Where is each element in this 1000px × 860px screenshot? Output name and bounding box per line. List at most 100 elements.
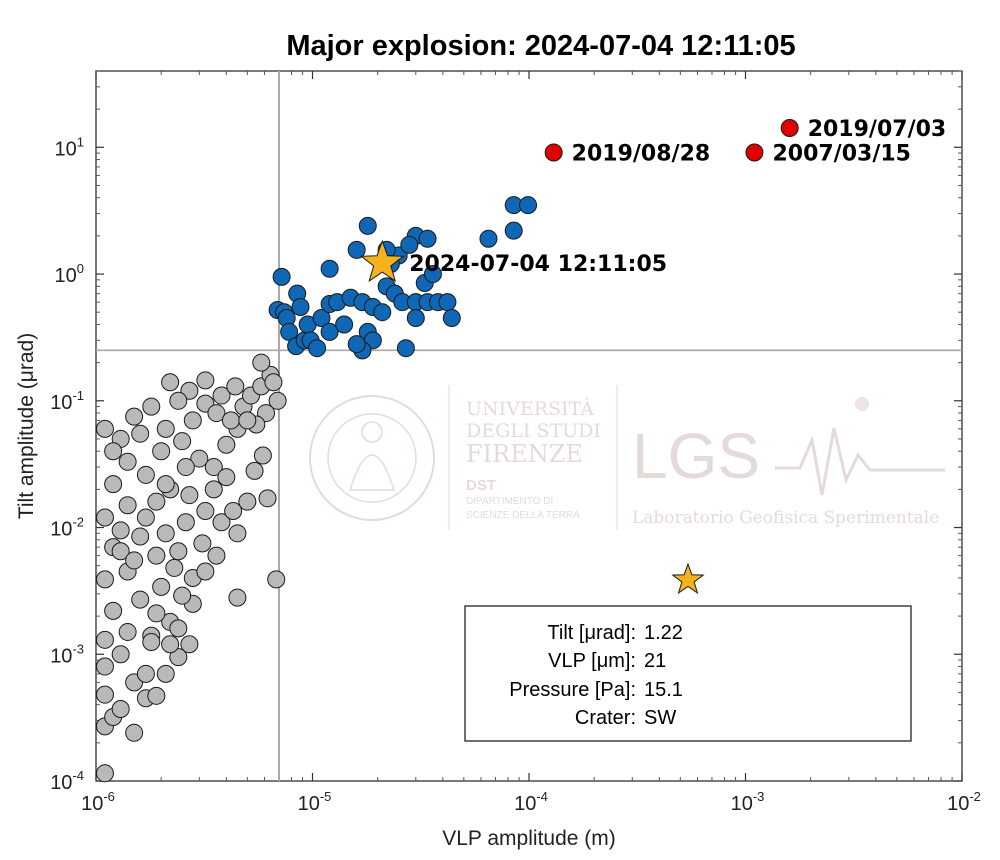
watermark-dept-line-1: DIPARTIMENTO DI [466, 496, 553, 507]
x-tick-label: 10-5 [298, 789, 332, 815]
watermark-dept-abbr: DST [466, 477, 496, 494]
info-box-frame [464, 605, 912, 742]
major-event-point [308, 339, 327, 358]
minor-event-point [136, 465, 155, 484]
major-event-point [272, 267, 291, 286]
minor-event-point [161, 373, 180, 392]
minor-event-point [180, 486, 199, 505]
major-event-point [519, 196, 538, 215]
major-event-point [373, 303, 392, 322]
major-event-point [358, 216, 377, 235]
waveform-logo-icon [775, 427, 945, 496]
minor-event-point [125, 723, 144, 742]
minor-event-point [176, 458, 195, 477]
minor-event-point [193, 534, 212, 553]
minor-event-point [104, 475, 123, 494]
info-box-star-icon [671, 562, 705, 595]
y-axis-label: Tilt amplitude (μrad) [15, 333, 38, 519]
minor-event-point [111, 542, 130, 561]
major-event-point [504, 221, 523, 240]
minor-event-point [161, 635, 180, 654]
paroxysm-point [780, 119, 799, 138]
minor-event-point [238, 411, 257, 430]
minor-event-point [258, 489, 277, 508]
y-tick-label: 10-4 [50, 768, 84, 794]
y-tick-label: 101 [55, 134, 84, 160]
info-tilt-label: Tilt [μrad]: [547, 622, 636, 644]
minor-event-point [125, 551, 144, 570]
current-event-star-icon [359, 239, 405, 283]
info-pressure-value: 15.1 [644, 679, 683, 701]
minor-event-point [136, 664, 155, 683]
minor-event-point [196, 502, 215, 521]
minor-event-point [190, 449, 209, 468]
major-event-point [280, 322, 299, 341]
minor-event-point [136, 508, 155, 527]
minor-event-point [118, 452, 137, 471]
minor-event-point [217, 435, 236, 454]
minor-event-point [147, 686, 166, 705]
minor-event-point [267, 570, 286, 589]
major-event-point [320, 322, 339, 341]
info-vlp-label: VLP [μm]: [548, 650, 636, 672]
minor-event-point [111, 521, 130, 540]
major-event-point [347, 240, 366, 259]
minor-event-point [131, 590, 150, 609]
minor-event-point [131, 527, 150, 546]
y-tick-label: 100 [55, 261, 84, 287]
major-event-point [312, 308, 331, 327]
minor-event-point [95, 764, 114, 783]
minor-event-point [207, 404, 226, 423]
minor-event-point [257, 404, 276, 423]
minor-event-point [118, 622, 137, 641]
minor-event-point [147, 604, 166, 623]
y-tick-label: 10-1 [50, 388, 84, 414]
x-axis-label: VLP amplitude (m) [442, 827, 616, 850]
watermark-university-line-1: UNIVERSITÀ [466, 397, 594, 420]
paroxysm-point [745, 143, 764, 162]
minor-event-point [156, 419, 175, 438]
minor-event-point [125, 407, 144, 426]
minor-event-point [169, 648, 188, 667]
event-annotation-label: 2024-07-04 12:11:05 [409, 252, 667, 277]
minor-event-point [226, 377, 245, 396]
minor-event-point [95, 630, 114, 649]
minor-event-point [104, 442, 123, 461]
data-points [95, 119, 799, 783]
minor-event-point [169, 542, 188, 561]
major-event-point [406, 308, 425, 327]
info-tilt-value: 1.22 [644, 622, 683, 644]
info-pressure-label: Pressure [Pa]: [509, 679, 636, 701]
minor-event-point [180, 635, 199, 654]
y-tick-label: 10-2 [50, 515, 84, 541]
major-event-point [320, 259, 339, 278]
x-tick-label: 10-3 [731, 789, 765, 815]
chart-title: Major explosion: 2024-07-04 12:11:05 [286, 30, 795, 62]
major-event-point [291, 297, 310, 316]
minor-event-point [176, 513, 195, 532]
major-event-point [396, 339, 415, 358]
minor-event-point [253, 446, 272, 465]
watermark-dot-icon [855, 397, 869, 411]
paroxysm-point [544, 143, 563, 162]
minor-event-point [224, 502, 243, 521]
minor-event-point [156, 664, 175, 683]
minor-event-point [238, 492, 257, 511]
event-annotation-label: 2019/08/28 [572, 141, 711, 166]
minor-event-point [95, 419, 114, 438]
minor-event-point [131, 424, 150, 443]
minor-event-point [207, 546, 226, 565]
minor-event-point [212, 513, 231, 532]
info-vlp-value: 21 [644, 650, 666, 672]
minor-event-point [217, 468, 236, 487]
minor-event-point [204, 458, 223, 477]
minor-event-point [156, 475, 175, 494]
minor-event-point [156, 524, 175, 543]
minor-event-point [196, 371, 215, 390]
minor-event-point [212, 386, 231, 405]
minor-event-point [142, 632, 161, 651]
university-seal-logo [309, 395, 435, 521]
minor-event-point [147, 492, 166, 511]
minor-event-point [169, 619, 188, 638]
